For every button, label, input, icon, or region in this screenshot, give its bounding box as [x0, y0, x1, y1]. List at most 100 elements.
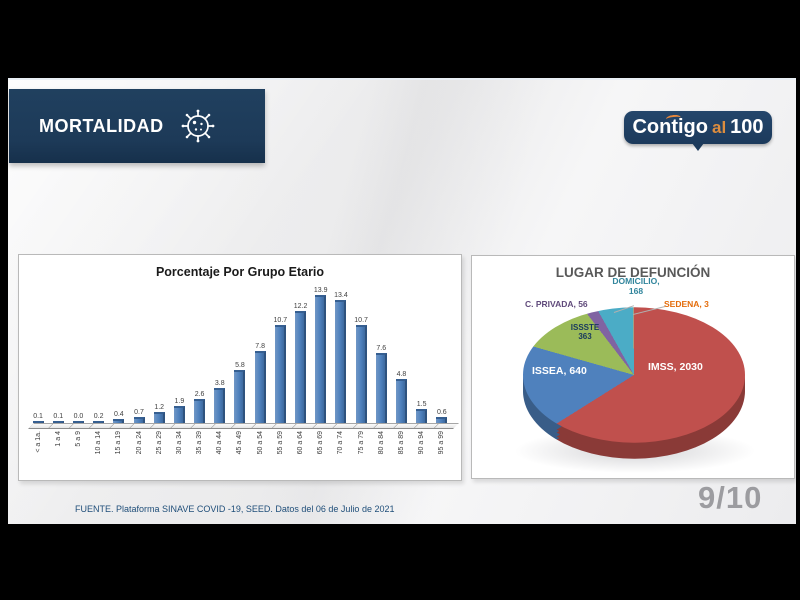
bar-value-label: 2.6 [195, 391, 205, 398]
x-axis-label: 75 a 79 [358, 431, 365, 454]
bar-value-label: 10.7 [274, 317, 288, 324]
x-axis-label-cell: 80 a 84 [371, 431, 391, 477]
bar [234, 370, 245, 423]
bar-value-label: 0.6 [437, 409, 447, 416]
bar-column: 0.4 [109, 285, 129, 423]
bar [396, 379, 407, 423]
x-axis-label: 35 a 39 [196, 431, 203, 454]
x-axis-label: 70 a 74 [337, 431, 344, 454]
bar-value-label: 13.9 [314, 287, 328, 294]
x-axis-label-cell: 50 a 54 [250, 431, 270, 477]
bar-column: 4.8 [391, 285, 411, 423]
bar [154, 412, 165, 423]
bar-column: 7.8 [250, 285, 270, 423]
page-number: 9/10 [698, 480, 762, 516]
slide: MORTALIDAD C [8, 78, 796, 524]
x-axis-label: 25 a 29 [156, 431, 163, 454]
x-axis-label-cell: 25 a 29 [149, 431, 169, 477]
bar-series: 0.1 0.1 0.0 0.2 0.4 0.7 1.2 1.9 2.6 3.8 5.8 7.8 10.7… [28, 285, 452, 423]
bar-column: 0.6 [432, 285, 452, 423]
x-axis-label-cell: 20 a 24 [129, 431, 149, 477]
bar-value-label: 7.8 [255, 343, 265, 350]
bar [416, 409, 427, 423]
bar-column: 0.0 [68, 285, 88, 423]
x-axis-label: 10 a 14 [95, 431, 102, 454]
x-axis-label: 1 a 4 [55, 431, 62, 447]
x-axis-label-cell: 70 a 74 [331, 431, 351, 477]
bar-column: 13.4 [331, 285, 351, 423]
bar-column: 1.5 [412, 285, 432, 423]
x-axis-label-cell: 55 a 59 [270, 431, 290, 477]
screen: MORTALIDAD C [0, 0, 800, 600]
bar-column: 1.9 [169, 285, 189, 423]
bar-value-label: 1.5 [417, 401, 427, 408]
bar-value-label: 0.2 [94, 413, 104, 420]
x-axis-label: 85 a 89 [398, 431, 405, 454]
bar [255, 351, 266, 423]
bar-value-label: 4.8 [397, 371, 407, 378]
pie-label-sedena: SEDENA, 3 [664, 300, 709, 310]
x-axis-label-cell: 75 a 79 [351, 431, 371, 477]
x-axis-label: 15 a 19 [115, 431, 122, 454]
bar-plot-area: 0.1 0.1 0.0 0.2 0.4 0.7 1.2 1.9 2.6 3.8 5.8 7.8 10.7… [28, 285, 452, 423]
x-axis-label: 80 a 84 [378, 431, 385, 454]
bar-value-label: 0.7 [134, 409, 144, 416]
bar-chart-panel: Porcentaje Por Grupo Etario 0.1 0.1 0.0 0.2… [18, 254, 462, 481]
bar-value-label: 0.1 [33, 413, 43, 420]
pie-label-issea: ISSEA, 640 [532, 365, 587, 377]
x-axis-label: 65 a 69 [317, 431, 324, 454]
x-axis-label-cell: 45 a 49 [230, 431, 250, 477]
bar-column: 13.9 [311, 285, 331, 423]
brand-logo: Contigo al 100 [624, 111, 772, 144]
bar [335, 300, 346, 423]
bar-chart-title: Porcentaje Por Grupo Etario [28, 265, 452, 279]
x-axis-label-cell: 30 a 34 [169, 431, 189, 477]
virus-icon [180, 108, 216, 144]
bar-value-label: 12.2 [294, 303, 308, 310]
bar-column: 5.8 [230, 285, 250, 423]
x-axis-label: 90 a 94 [418, 431, 425, 454]
title-banner: MORTALIDAD [9, 89, 265, 163]
bar [295, 311, 306, 423]
x-axis-label: 45 a 49 [236, 431, 243, 454]
brand-word-al: al [712, 118, 726, 138]
bar [315, 295, 326, 423]
bar-column: 1.2 [149, 285, 169, 423]
bar-column: 10.7 [270, 285, 290, 423]
bar-value-label: 3.8 [215, 380, 225, 387]
x-axis-label: 95 a 99 [438, 431, 445, 454]
bar-value-label: 10.7 [354, 317, 368, 324]
bar-column: 0.1 [48, 285, 68, 423]
pie-label-c-privada: C. PRIVADA, 56 [525, 300, 588, 310]
x-axis-label-cell: 10 a 14 [89, 431, 109, 477]
bar-column: 7.6 [371, 285, 391, 423]
bar-column: 3.8 [210, 285, 230, 423]
bar-value-label: 1.9 [175, 398, 185, 405]
bar [214, 388, 225, 423]
bar [356, 325, 367, 423]
bar-value-label: 0.0 [74, 413, 84, 420]
bar-column: 12.2 [290, 285, 310, 423]
brand-speech-tail [692, 143, 704, 151]
x-axis-label: 60 a 64 [297, 431, 304, 454]
x-axis-floor [28, 423, 459, 429]
bar-column: 0.7 [129, 285, 149, 423]
bar [275, 325, 286, 423]
bar [174, 406, 185, 423]
bar [376, 353, 387, 423]
x-axis-label-cell: < a 1a. [28, 431, 48, 477]
x-axis-label-cell: 85 a 89 [391, 431, 411, 477]
x-axis-label: 20 a 24 [136, 431, 143, 454]
bar-value-label: 0.1 [53, 413, 63, 420]
bar-value-label: 1.2 [154, 404, 164, 411]
x-axis-label: 40 a 44 [216, 431, 223, 454]
x-axis-label: 55 a 59 [277, 431, 284, 454]
x-axis-label: 5 a 9 [75, 431, 82, 447]
bar-value-label: 5.8 [235, 362, 245, 369]
pie-label-issste: ISSSTE 363 [557, 323, 613, 341]
bar-column: 10.7 [351, 285, 371, 423]
bar-value-label: 0.4 [114, 411, 124, 418]
x-axis-label-cell: 65 a 69 [311, 431, 331, 477]
x-axis-label-cell: 95 a 99 [432, 431, 452, 477]
x-axis-labels: < a 1a. 1 a 4 5 a 9 10 a 14 15 a 19 20 a 24 25… [28, 431, 452, 477]
